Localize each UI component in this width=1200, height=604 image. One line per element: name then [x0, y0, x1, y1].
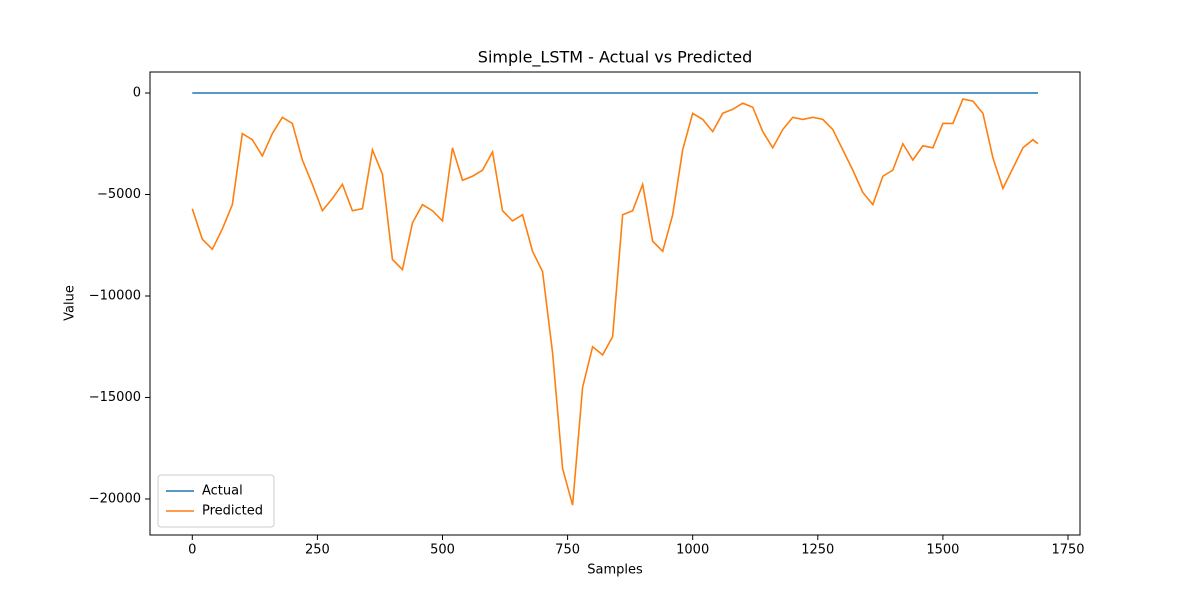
x-tick-label: 1000: [676, 543, 709, 558]
legend-label: Predicted: [202, 504, 263, 519]
x-tick-label: 1750: [1051, 543, 1084, 558]
x-tick-label: 1250: [801, 543, 834, 558]
y-tick-label: 0: [133, 86, 141, 101]
y-tick-label: −5000: [97, 187, 141, 202]
legend-label: Actual: [202, 484, 243, 499]
x-tick-label: 1500: [926, 543, 959, 558]
y-tick-label: −15000: [89, 390, 141, 405]
chart-title: Simple_LSTM - Actual vs Predicted: [478, 48, 752, 68]
x-tick-label: 750: [555, 543, 580, 558]
x-tick-label: 250: [305, 543, 330, 558]
x-tick-label: 0: [188, 543, 196, 558]
y-tick-label: −10000: [89, 288, 141, 303]
data-line: [191, 98, 1039, 506]
y-axis-label: Value: [63, 285, 78, 321]
legend-box: [157, 474, 275, 528]
x-tick-label: 500: [430, 543, 455, 558]
x-axis-label: Samples: [587, 563, 643, 578]
plot-frame: [149, 71, 1081, 536]
y-tick-label: −20000: [89, 491, 141, 506]
